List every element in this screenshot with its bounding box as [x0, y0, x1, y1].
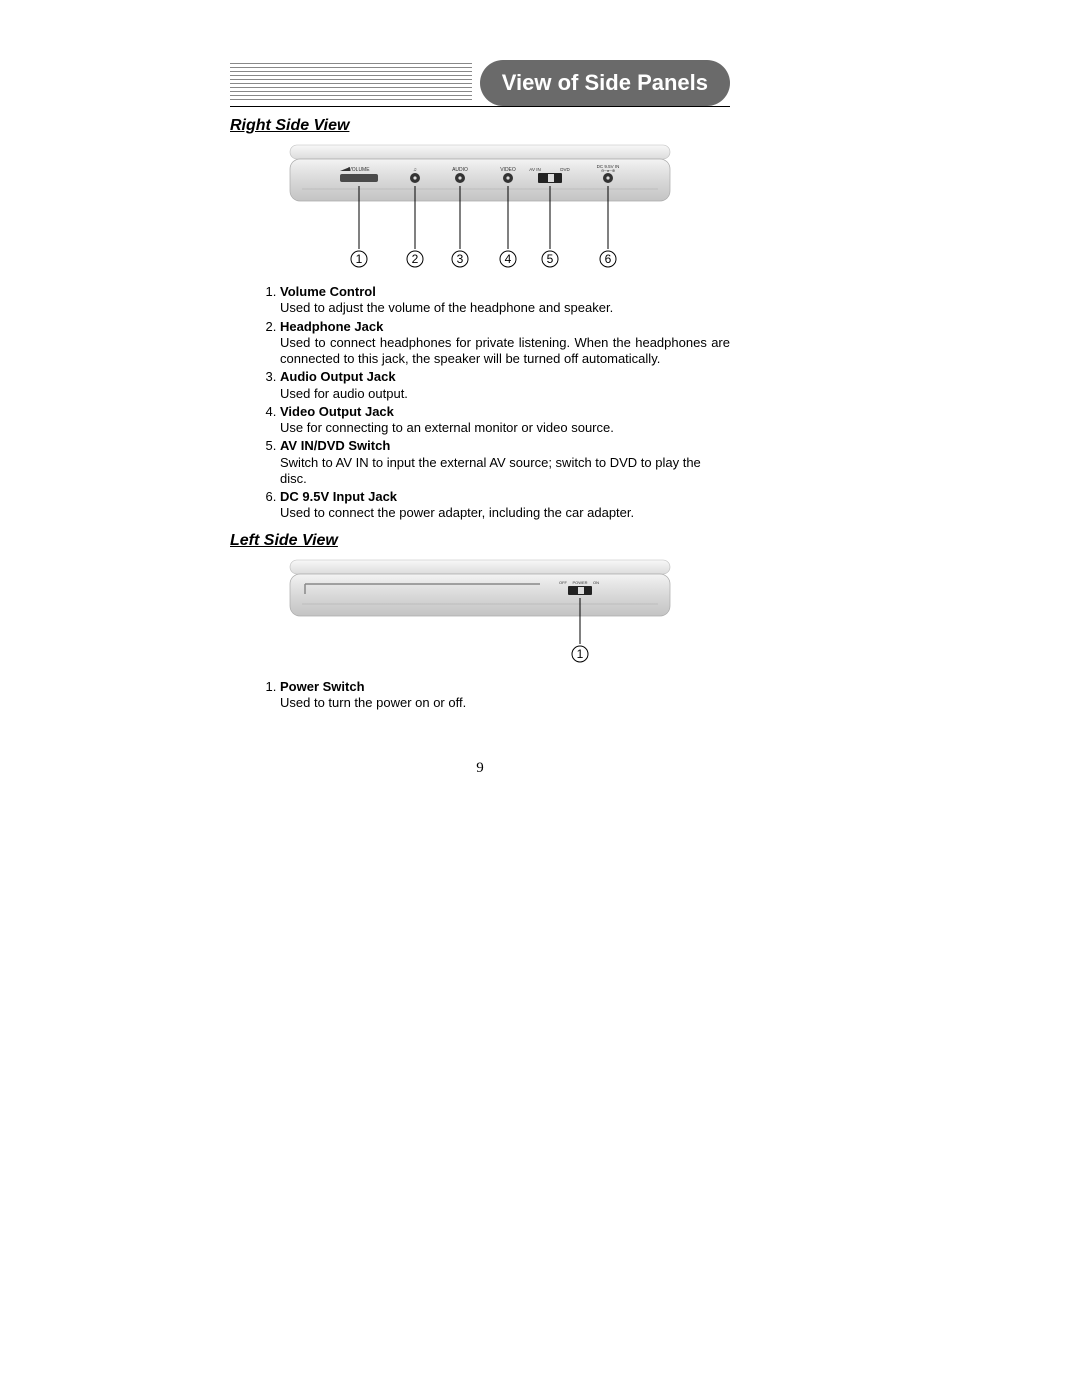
svg-text:VOLUME: VOLUME [348, 167, 370, 173]
list-item: Power Switch Used to turn the power on o… [280, 679, 730, 712]
item-title: Audio Output Jack [280, 369, 396, 384]
right-items-list: Volume Control Used to adjust the volume… [230, 284, 730, 522]
item-desc: Used to adjust the volume of the headpho… [280, 300, 730, 316]
item-title: DC 9.5V Input Jack [280, 489, 397, 504]
item-desc: Used for audio output. [280, 386, 730, 402]
left-items-list: Power Switch Used to turn the power on o… [230, 679, 730, 712]
item-title: AV IN/DVD Switch [280, 438, 390, 453]
svg-text:AV IN: AV IN [529, 167, 540, 172]
left-side-diagram: OFF POWER ON 1 [230, 556, 730, 671]
page: View of Side Panels Right Side View [0, 0, 1080, 1397]
list-item: Headphone Jack Used to connect headphone… [280, 319, 730, 368]
list-item: Video Output Jack Use for connecting to … [280, 404, 730, 437]
item-title: Video Output Jack [280, 404, 394, 419]
page-number: 9 [230, 760, 730, 777]
svg-text:1: 1 [577, 647, 584, 661]
section-heading-left: Left Side View [230, 532, 730, 550]
svg-text:OFF: OFF [559, 580, 568, 585]
item-title: Power Switch [280, 679, 365, 694]
item-desc: Used to turn the power on or off. [280, 695, 730, 711]
svg-text:2: 2 [412, 252, 419, 266]
section-heading-right: Right Side View [230, 117, 730, 135]
header-row: View of Side Panels [230, 60, 730, 107]
item-desc: Used to connect the power adapter, inclu… [280, 505, 730, 521]
svg-text:⊖─●─⊕: ⊖─●─⊕ [601, 169, 615, 173]
page-title: View of Side Panels [480, 60, 730, 106]
header-decorative-lines [230, 63, 472, 106]
list-item: Volume Control Used to adjust the volume… [280, 284, 730, 317]
svg-text:VIDEO: VIDEO [500, 167, 516, 173]
svg-text:AUDIO: AUDIO [452, 167, 468, 173]
content-area: View of Side Panels Right Side View [230, 60, 730, 721]
item-title: Volume Control [280, 284, 376, 299]
item-desc: Use for connecting to an external monito… [280, 420, 730, 436]
list-item: Audio Output Jack Used for audio output. [280, 369, 730, 402]
svg-text:ON: ON [593, 580, 599, 585]
svg-text:1: 1 [356, 252, 363, 266]
item-title: Headphone Jack [280, 319, 383, 334]
svg-text:POWER: POWER [572, 580, 587, 585]
right-side-diagram: VOLUME ♫ AUDIO VIDEO A [230, 141, 730, 276]
svg-text:4: 4 [505, 252, 512, 266]
item-desc: Used to connect headphones for private l… [280, 335, 730, 368]
item-desc: Switch to AV IN to input the external AV… [280, 455, 730, 488]
svg-text:DVD: DVD [560, 167, 570, 172]
list-item: DC 9.5V Input Jack Used to connect the p… [280, 489, 730, 522]
list-item: AV IN/DVD Switch Switch to AV IN to inpu… [280, 438, 730, 487]
svg-text:5: 5 [547, 252, 554, 266]
svg-text:3: 3 [457, 252, 464, 266]
svg-text:6: 6 [605, 252, 612, 266]
svg-text:♫: ♫ [413, 167, 417, 173]
